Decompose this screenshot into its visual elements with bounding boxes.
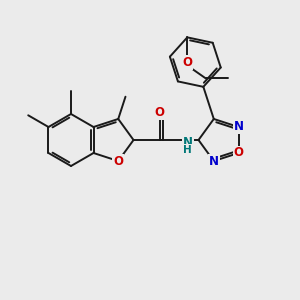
Text: N: N [183, 136, 193, 148]
Text: H: H [184, 145, 192, 155]
Text: O: O [154, 106, 164, 119]
Text: O: O [233, 146, 244, 160]
Text: N: N [209, 154, 219, 167]
Text: N: N [233, 121, 244, 134]
Text: O: O [113, 154, 123, 167]
Text: O: O [182, 56, 192, 69]
